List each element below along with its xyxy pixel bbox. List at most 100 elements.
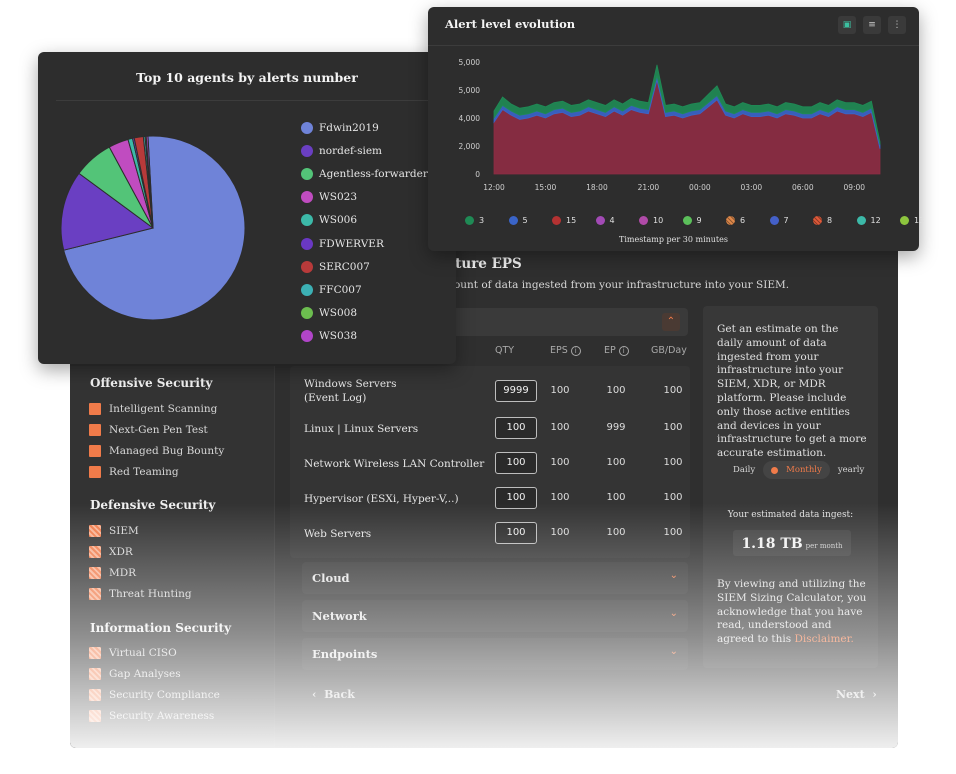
pie-slice-Fdwin2019[interactable] xyxy=(63,135,246,321)
estimate-value: 1.18 TB xyxy=(741,536,803,552)
legend-item[interactable]: SERC007 xyxy=(301,255,428,278)
legend-swatch xyxy=(595,216,605,225)
chevron-up-icon[interactable]: ⌃ xyxy=(662,313,680,331)
back-button[interactable]: ‹ Back xyxy=(312,688,355,701)
quantity-input[interactable]: 100 xyxy=(495,487,537,509)
legend-item[interactable]: WS006 xyxy=(301,209,428,232)
y-tick-label: 5,000 xyxy=(459,58,481,67)
sidebar-item-bug-bounty[interactable]: Managed Bug Bounty xyxy=(89,445,224,457)
toggle-daily-label[interactable]: Daily xyxy=(733,465,756,475)
info-icon[interactable]: i xyxy=(570,345,581,356)
checkbox-icon[interactable] xyxy=(89,466,101,478)
legend-item[interactable]: 15 xyxy=(552,216,576,225)
info-icon[interactable]: i xyxy=(618,345,629,356)
legend-label: nordef-siem xyxy=(319,144,383,157)
sidebar-item-virtual-ciso[interactable]: Virtual CISO xyxy=(89,647,177,659)
legend-swatch xyxy=(639,216,648,225)
checkbox-icon[interactable] xyxy=(89,588,101,600)
quantity-input[interactable]: 100 xyxy=(495,417,537,439)
legend-item[interactable]: 5 xyxy=(508,216,528,225)
legend-item[interactable]: 6 xyxy=(726,216,745,225)
calendar-icon[interactable]: ▣ xyxy=(838,16,856,34)
legend-item[interactable]: WS023 xyxy=(301,186,428,209)
sidebar-item-security-compliance[interactable]: Security Compliance xyxy=(89,689,220,701)
checkbox-icon[interactable] xyxy=(89,424,101,436)
table-row-name: Network Wireless LAN Controller xyxy=(304,458,485,470)
legend-item[interactable]: 10 xyxy=(639,216,663,225)
sidebar-item-siem[interactable]: SIEM xyxy=(89,525,139,537)
legend-item[interactable]: 13 xyxy=(900,216,924,225)
area-series-15[interactable] xyxy=(493,80,881,175)
legend-swatch xyxy=(856,216,866,225)
legend-label: WS006 xyxy=(319,214,358,227)
legend-item[interactable]: 4 xyxy=(595,216,615,225)
legend-label: 7 xyxy=(783,216,789,225)
quantity-input[interactable]: 100 xyxy=(495,522,537,544)
area-series-3[interactable] xyxy=(493,64,881,145)
more-vertical-icon[interactable]: ⋮ xyxy=(888,16,906,34)
next-button[interactable]: Next › xyxy=(836,688,877,701)
accordion-endpoints[interactable]: Endpoints ⌄ xyxy=(302,638,688,670)
legend-item[interactable]: 12 xyxy=(856,216,881,225)
alert-evolution-card: Alert level evolution ▣ ≡ ⋮ 0 2,000 4,000 5… xyxy=(428,7,924,251)
legend-item[interactable]: Fdwin2019 xyxy=(301,116,428,139)
legend-item[interactable]: FDWERVER xyxy=(301,232,428,255)
legend-item[interactable]: Agentless-forwarder xyxy=(301,162,428,185)
accordion-network[interactable]: Network ⌄ xyxy=(302,600,688,632)
sidebar-item-mdr[interactable]: MDR xyxy=(89,567,136,579)
legend-item[interactable]: 7 xyxy=(769,216,789,225)
sidebar-item-red-teaming[interactable]: Red Teaming xyxy=(89,466,179,478)
legend-swatch xyxy=(301,144,313,157)
sidebar-item-pen-test[interactable]: Next-Gen Pen Test xyxy=(89,424,208,436)
eps-value: 100 xyxy=(550,457,570,468)
legend-item[interactable]: 8 xyxy=(813,216,832,225)
pie-slice-nordef-siem[interactable] xyxy=(60,172,155,251)
sidebar-item-xdr[interactable]: XDR xyxy=(89,546,133,558)
checkbox-icon[interactable] xyxy=(89,445,101,457)
checkbox-icon[interactable] xyxy=(89,647,101,659)
legend-item[interactable]: 9 xyxy=(682,216,702,225)
legend-item[interactable]: nordef-siem xyxy=(301,139,428,162)
x-tick-label: 21:00 xyxy=(638,183,660,192)
legend-label: 12 xyxy=(870,216,881,225)
chevron-down-icon: ⌄ xyxy=(669,646,678,657)
period-toggle[interactable]: Monthly xyxy=(763,461,830,479)
checkbox-icon[interactable] xyxy=(89,668,101,680)
legend-swatch xyxy=(552,216,561,225)
sidebar-item-threat-hunting[interactable]: Threat Hunting xyxy=(89,588,192,600)
legend-item[interactable]: 3 xyxy=(465,216,484,225)
bar-chart-icon[interactable]: ≡ xyxy=(863,16,881,34)
x-tick-label: 12:00 xyxy=(483,183,505,192)
checkbox-icon[interactable] xyxy=(89,689,101,701)
sidebar-item-intelligent-scanning[interactable]: Intelligent Scanning xyxy=(89,403,217,415)
disclaimer-link[interactable]: Disclaimer. xyxy=(794,633,854,646)
checkbox-icon[interactable] xyxy=(89,403,101,415)
pie-slice-WS038[interactable] xyxy=(145,135,154,229)
x-tick-label: 03:00 xyxy=(741,183,763,192)
legend-item[interactable]: WS038 xyxy=(301,325,428,348)
sidebar-item-gap-analyses[interactable]: Gap Analyses xyxy=(89,668,181,680)
pie-chart xyxy=(60,135,246,321)
checkbox-icon[interactable] xyxy=(89,567,101,579)
legend-item[interactable]: WS008 xyxy=(301,302,428,325)
legend-swatch xyxy=(900,216,909,225)
checkbox-icon[interactable] xyxy=(89,546,101,558)
ep-value: 100 xyxy=(606,385,626,396)
eps-value: 100 xyxy=(550,527,570,538)
column-header-eps: EPS i xyxy=(550,345,581,356)
sidebar-item-security-awareness[interactable]: Security Awareness xyxy=(89,710,214,722)
legend-label: Fdwin2019 xyxy=(319,121,379,134)
table-row-name: Web Servers xyxy=(304,528,372,540)
legend-label: SERC007 xyxy=(319,260,370,273)
quantity-input[interactable]: 100 xyxy=(495,452,537,474)
checkbox-icon[interactable] xyxy=(89,710,101,722)
divider xyxy=(428,45,919,46)
checkbox-icon[interactable] xyxy=(89,525,101,537)
legend-item[interactable]: FFC007 xyxy=(301,278,428,301)
legend-swatch xyxy=(726,216,735,225)
quantity-input[interactable]: 9999 xyxy=(495,380,537,402)
toggle-yearly-label[interactable]: yearly xyxy=(837,465,865,475)
services-sidebar: Offensive Security Intelligent Scanning … xyxy=(70,366,275,748)
accordion-cloud[interactable]: Cloud ⌄ xyxy=(302,562,688,594)
estimate-label: Your estimated data ingest: xyxy=(727,510,854,520)
